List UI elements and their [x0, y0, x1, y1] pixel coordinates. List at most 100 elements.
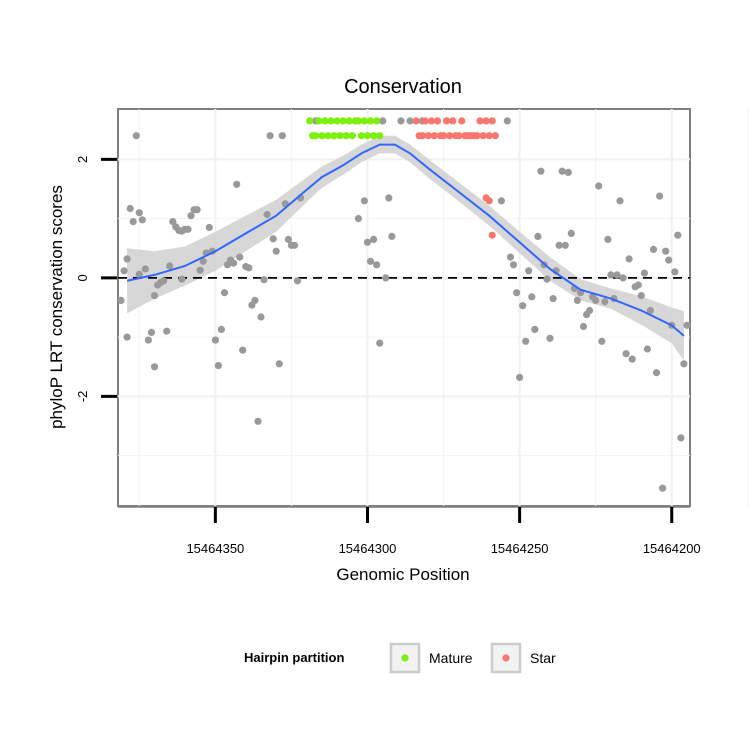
background-point — [513, 289, 521, 297]
background-point — [220, 289, 229, 297]
background-point — [622, 350, 630, 358]
background-point — [534, 232, 542, 240]
background-point — [366, 257, 375, 265]
background-point — [193, 206, 201, 214]
legend-title: Hairpin partition — [244, 650, 344, 665]
star-point — [424, 132, 432, 140]
background-point — [543, 275, 551, 283]
background-point — [120, 267, 128, 275]
background-point — [178, 275, 186, 283]
legend-entry-mature: Mature — [389, 642, 473, 674]
mature-point — [333, 117, 341, 125]
background-point — [123, 333, 131, 341]
background-point — [214, 362, 222, 370]
background-point — [592, 296, 600, 304]
background-point — [187, 212, 195, 220]
x-tick-label: 15464250 — [491, 541, 549, 556]
background-point — [659, 484, 667, 492]
background-point — [619, 274, 627, 282]
star-point — [433, 117, 442, 125]
mature-point — [315, 117, 323, 125]
background-point — [674, 231, 682, 239]
star-point — [488, 117, 496, 125]
background-point — [284, 235, 292, 243]
background-point — [546, 334, 554, 342]
star-point — [485, 197, 493, 205]
star-point — [449, 117, 457, 125]
x-axis: 15464350 15464300 15464250 15464200 — [118, 506, 701, 556]
star-point — [476, 117, 484, 125]
confidence-band-area — [127, 135, 684, 361]
background-point — [662, 247, 670, 255]
background-point — [537, 167, 545, 175]
background-point — [360, 197, 368, 205]
star-point — [485, 132, 493, 140]
background-point — [567, 229, 575, 237]
data-points — [117, 117, 691, 492]
background-point — [132, 132, 140, 140]
star-point — [491, 132, 499, 140]
background-point — [144, 336, 152, 344]
background-point — [141, 265, 149, 273]
star-point — [458, 117, 466, 125]
background-point — [117, 296, 125, 304]
star-point — [412, 117, 420, 125]
background-point — [579, 322, 588, 331]
background-point — [519, 302, 527, 310]
background-point — [637, 292, 645, 300]
background-point — [251, 296, 259, 304]
background-point — [293, 277, 302, 285]
star-point — [488, 231, 496, 239]
background-point — [640, 269, 649, 277]
background-point — [269, 235, 277, 243]
background-point — [665, 256, 673, 264]
legend: Hairpin partition Mature Star — [244, 642, 556, 674]
star-point — [430, 132, 438, 140]
background-point — [217, 325, 225, 333]
star-point — [455, 132, 463, 140]
legend-swatch-mature — [401, 654, 409, 662]
background-point — [147, 328, 156, 336]
background-point — [503, 117, 511, 125]
background-point — [497, 197, 505, 205]
background-point — [163, 327, 171, 335]
background-point — [376, 339, 384, 347]
background-point — [230, 259, 238, 267]
star-point — [479, 132, 487, 140]
mature-point — [373, 117, 381, 125]
background-point — [677, 434, 685, 442]
background-point — [628, 355, 636, 363]
background-point — [656, 192, 664, 200]
mature-point — [370, 132, 378, 140]
y-tick-label: 0 — [75, 274, 90, 281]
background-point — [382, 274, 390, 282]
background-point — [123, 255, 131, 263]
background-point — [528, 293, 536, 301]
star-point — [446, 132, 454, 140]
plot-panel — [117, 108, 691, 507]
star-point — [482, 117, 490, 125]
star-point — [473, 132, 481, 140]
y-tick-label: 2 — [75, 156, 90, 163]
background-point — [573, 296, 582, 304]
background-point — [607, 271, 615, 279]
y-axis-label: phyloP LRT conservation scores — [47, 185, 66, 429]
legend-label-mature: Mature — [429, 650, 473, 666]
background-point — [373, 261, 381, 269]
background-point — [388, 232, 396, 240]
background-point — [199, 257, 207, 265]
background-point — [257, 313, 265, 321]
x-tick-label: 15464350 — [186, 541, 244, 556]
mature-point — [348, 132, 356, 140]
background-point — [509, 261, 518, 269]
background-point — [196, 266, 204, 274]
background-point — [558, 167, 566, 175]
mature-point — [376, 132, 384, 140]
background-point — [205, 223, 213, 232]
background-point — [649, 245, 658, 253]
background-point — [150, 363, 159, 371]
background-point — [363, 238, 372, 246]
background-point — [564, 168, 572, 176]
background-point — [278, 132, 286, 140]
